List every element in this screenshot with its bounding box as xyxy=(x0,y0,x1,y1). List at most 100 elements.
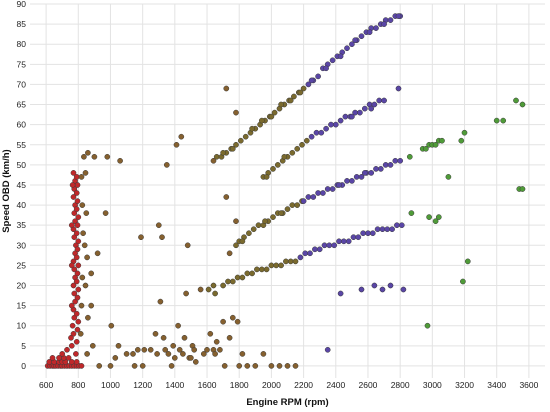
data-point xyxy=(239,351,246,357)
data-point xyxy=(349,178,355,184)
data-point xyxy=(500,117,507,124)
data-point xyxy=(358,174,365,180)
data-point xyxy=(220,282,226,289)
data-point xyxy=(283,258,289,265)
data-point xyxy=(387,17,394,23)
data-point xyxy=(183,290,189,297)
data-point xyxy=(284,206,291,212)
data-point xyxy=(68,222,75,229)
x-tick-label: 2000 xyxy=(262,380,281,390)
y-tick-label: 5 xyxy=(21,341,26,351)
data-point xyxy=(223,194,230,200)
data-point xyxy=(134,346,141,353)
data-point xyxy=(71,266,78,273)
data-point xyxy=(340,238,347,245)
x-tick-label: 2800 xyxy=(391,380,410,390)
data-point xyxy=(170,342,177,349)
data-point xyxy=(323,125,329,132)
data-point xyxy=(70,170,77,176)
data-point xyxy=(176,346,183,353)
data-point xyxy=(432,141,439,148)
data-point xyxy=(81,153,87,160)
data-point xyxy=(84,254,90,261)
data-point xyxy=(233,242,239,249)
data-point xyxy=(397,157,404,164)
data-point xyxy=(191,346,198,353)
data-point xyxy=(175,322,181,329)
y-tick-label: 20 xyxy=(17,281,27,291)
data-point xyxy=(249,125,255,132)
y-tick-label: 15 xyxy=(17,301,27,311)
data-point xyxy=(300,85,307,92)
y-axis-ticks: 0 5 10 15 20 25 30 35 40 45 50 55 60 65 70 75 80 85 90 xyxy=(17,0,27,371)
data-point xyxy=(297,254,304,261)
data-point xyxy=(316,246,323,253)
y-tick-label: 70 xyxy=(17,79,27,89)
data-point xyxy=(78,363,85,369)
data-point xyxy=(75,286,82,293)
data-point xyxy=(324,346,331,353)
data-point xyxy=(294,145,301,152)
data-point xyxy=(212,351,218,357)
data-point xyxy=(212,290,218,297)
data-point xyxy=(155,222,162,229)
x-tick-label: 2600 xyxy=(359,380,378,390)
data-point xyxy=(180,351,186,357)
y-axis-title: Speed OBD (km/h) xyxy=(1,149,12,232)
data-point xyxy=(236,363,243,369)
y-tick-label: 25 xyxy=(17,260,27,270)
data-point xyxy=(355,234,362,241)
data-point xyxy=(353,174,360,180)
data-point xyxy=(160,334,167,341)
data-point xyxy=(513,97,519,104)
data-point xyxy=(70,330,77,337)
data-point xyxy=(217,346,223,353)
data-point xyxy=(73,254,80,261)
data-point xyxy=(244,363,251,369)
x-tick-label: 1400 xyxy=(165,380,184,390)
x-tick-label: 1000 xyxy=(101,380,120,390)
data-point xyxy=(102,210,109,216)
data-point xyxy=(278,210,284,216)
data-point xyxy=(96,363,103,369)
data-point xyxy=(373,25,379,31)
data-point xyxy=(337,53,344,60)
data-point xyxy=(371,101,378,108)
data-point xyxy=(59,351,66,357)
data-point xyxy=(369,230,376,237)
data-point xyxy=(392,157,399,164)
data-point xyxy=(79,202,86,208)
data-point xyxy=(287,97,294,104)
data-point xyxy=(246,230,252,237)
data-point xyxy=(349,113,355,120)
data-point xyxy=(75,214,82,220)
data-point xyxy=(315,73,321,80)
data-point xyxy=(262,218,268,225)
data-point xyxy=(73,351,79,357)
x-tick-label: 3000 xyxy=(423,380,442,390)
data-point xyxy=(308,133,315,140)
data-point xyxy=(244,270,251,277)
data-point xyxy=(159,234,165,241)
data-point xyxy=(381,97,387,104)
data-point xyxy=(342,113,349,120)
data-point xyxy=(398,222,405,229)
data-point xyxy=(152,330,159,337)
data-point xyxy=(294,202,301,208)
data-point xyxy=(91,153,98,160)
data-point xyxy=(74,294,81,301)
data-point xyxy=(77,330,84,337)
data-point xyxy=(94,250,101,257)
data-point xyxy=(210,157,217,164)
data-point xyxy=(173,141,180,148)
y-tick-label: 65 xyxy=(17,100,27,110)
data-point xyxy=(115,342,122,349)
data-point xyxy=(268,262,275,269)
data-point xyxy=(337,290,344,297)
y-tick-label: 60 xyxy=(17,120,27,130)
data-point xyxy=(71,290,78,297)
data-point xyxy=(226,334,233,341)
data-point xyxy=(281,153,288,160)
data-point xyxy=(358,286,365,293)
data-point xyxy=(289,202,296,208)
